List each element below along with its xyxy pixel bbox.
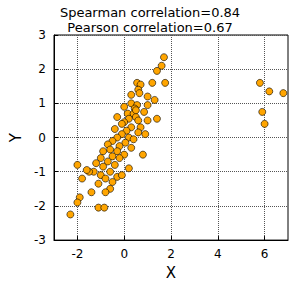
svg-text:1: 1 (38, 96, 46, 110)
svg-text:-1: -1 (34, 165, 46, 179)
svg-text:0: 0 (38, 131, 46, 145)
svg-text:-2: -2 (34, 199, 46, 213)
svg-text:0: 0 (120, 247, 128, 261)
svg-text:3: 3 (38, 28, 46, 42)
svg-text:Pearson correlation=0.67: Pearson correlation=0.67 (67, 20, 232, 35)
svg-text:Spearman correlation=0.84: Spearman correlation=0.84 (60, 5, 240, 20)
svg-text:Y: Y (7, 132, 25, 143)
svg-text:6: 6 (261, 247, 269, 261)
svg-text:X: X (166, 264, 176, 282)
svg-text:2: 2 (167, 247, 175, 261)
svg-text:-3: -3 (34, 233, 46, 247)
svg-text:4: 4 (214, 247, 222, 261)
svg-text:2: 2 (38, 62, 46, 76)
svg-text:-2: -2 (71, 247, 83, 261)
